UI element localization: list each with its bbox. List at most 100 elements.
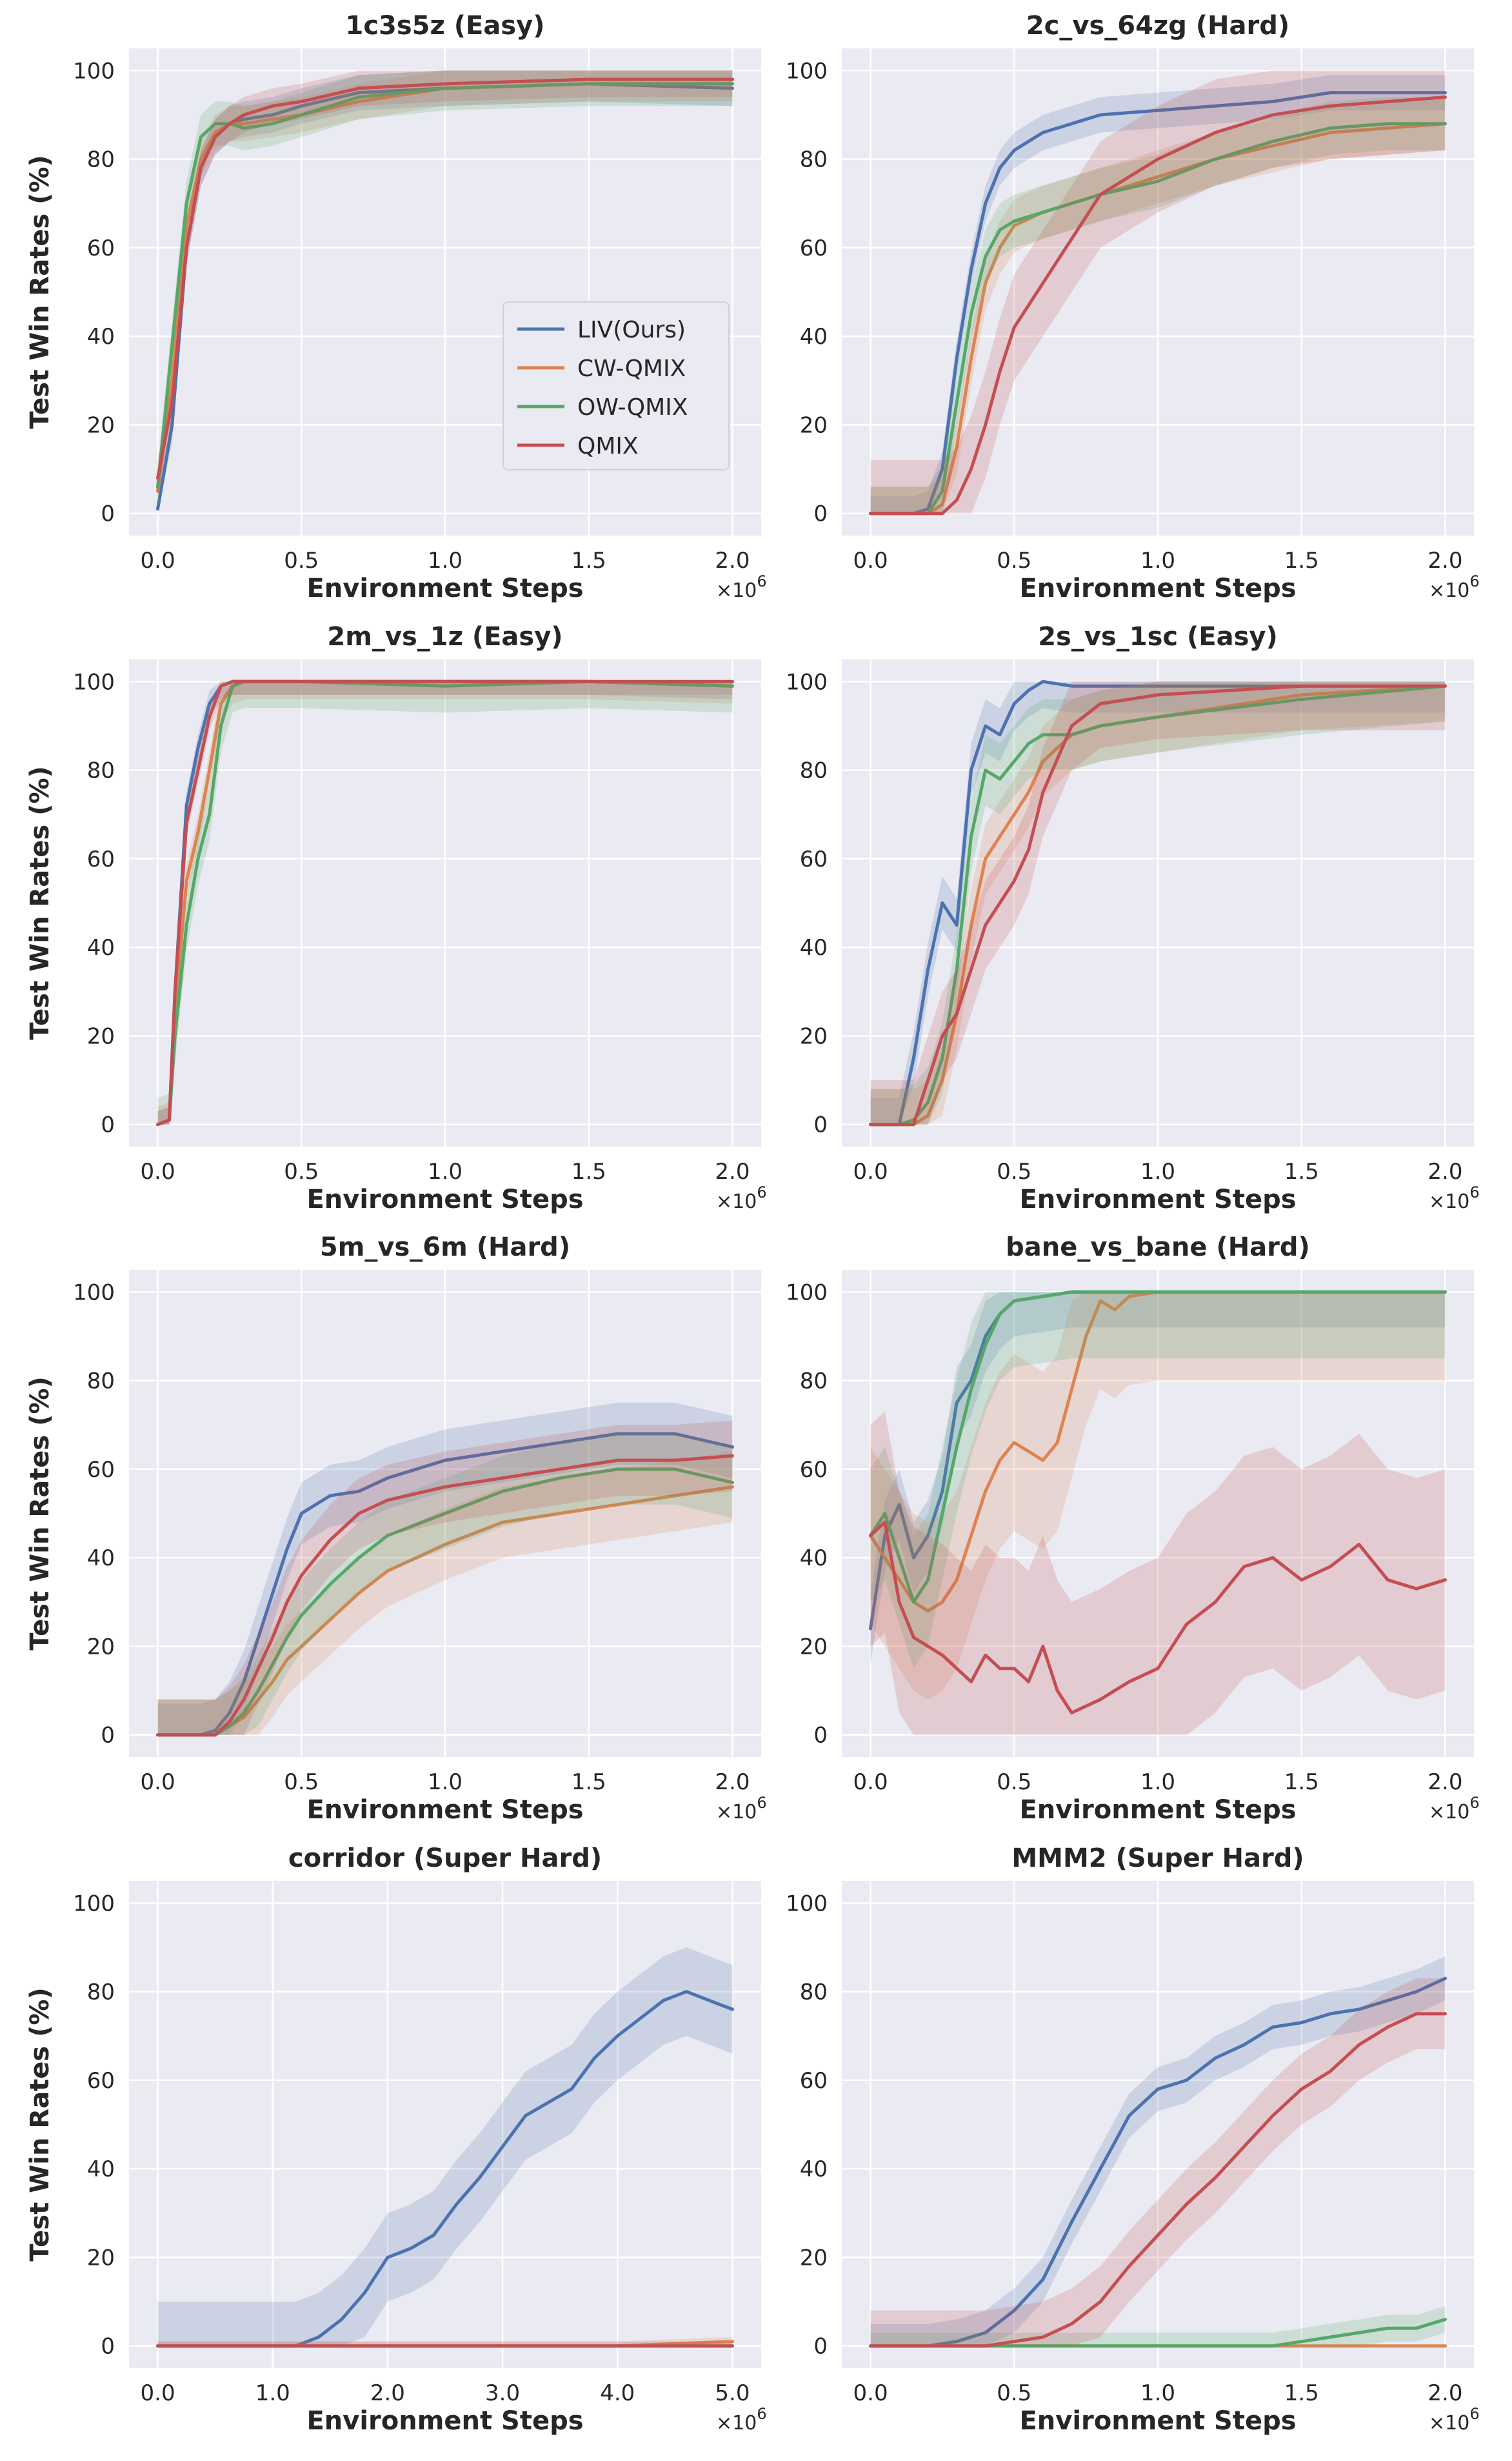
x-tick-label: 1.5 (1284, 2380, 1319, 2406)
x-multiplier: ×106 (1429, 572, 1480, 602)
series-line-3 (869, 1290, 1447, 1604)
y-tick-label: 20 (87, 412, 115, 438)
y-tick-label: 20 (800, 412, 828, 438)
x-tick-label: 0.5 (997, 2380, 1031, 2406)
x-tick-label: 5.0 (715, 2380, 750, 2406)
series-band-4 (870, 1411, 1446, 1735)
x-tick-label: 2.0 (370, 2380, 405, 2406)
series-line-4 (869, 1520, 1447, 1714)
series-band-2 (157, 2337, 733, 2346)
chart-panel-6: bane_vs_bane (Hard) 0.0 0.5 1.0 1.5 2.0 0 20 40 6… (786, 1232, 1480, 1825)
chart-panel-4: 2s_vs_1sc (Easy) 0.0 0.5 1.0 1.5 2.0 0 20 40 60 80… (786, 622, 1480, 1214)
y-tick-label: 80 (800, 1369, 828, 1394)
legend: LIV(Ours) CW-QMIX OW-QMIX QMIX (502, 301, 730, 470)
legend-label: QMIX (577, 433, 639, 459)
x-tick-label: 2.0 (1427, 1769, 1462, 1795)
y-tick-label: 40 (87, 1545, 115, 1571)
x-tick-label: 0.5 (997, 1769, 1031, 1795)
x-tick-label: 0.0 (853, 2380, 888, 2406)
x-tick-label: 0.0 (853, 1769, 888, 1795)
x-tick-label: 1.0 (428, 1769, 463, 1795)
x-tick-label: 0.5 (997, 548, 1031, 574)
y-tick-label: 80 (87, 147, 115, 173)
y-axis-label: Test Win Rates (%) (25, 1376, 55, 1651)
y-tick-label: 40 (87, 935, 115, 961)
x-tick-label: 2.0 (715, 1769, 750, 1795)
x-tick-label: 1.0 (255, 2380, 290, 2406)
legend-label: CW-QMIX (577, 356, 686, 382)
series-line-3 (869, 2318, 1447, 2348)
x-multiplier: ×106 (1429, 2405, 1480, 2435)
x-tick-label: 1.5 (1284, 548, 1319, 574)
y-tick-label: 40 (800, 935, 828, 961)
x-axis-label: Environment Steps (1019, 1795, 1296, 1825)
series-band-3 (870, 2305, 1446, 2346)
chart-title: 5m_vs_6m (Hard) (320, 1232, 570, 1262)
series-line-4 (869, 95, 1447, 516)
y-tick-label: 60 (87, 236, 115, 261)
y-tick-label: 80 (800, 1980, 828, 2005)
series-band-4 (870, 1978, 1446, 2346)
legend-label: LIV(Ours) (577, 317, 686, 343)
y-tick-label: 0 (101, 2334, 115, 2360)
y-tick-label: 80 (800, 147, 828, 173)
chart-title: 2s_vs_1sc (Easy) (1038, 622, 1278, 652)
y-tick-label: 60 (800, 2068, 828, 2094)
chart-panel-7: corridor (Super Hard) 0.0 1.0 2.0 3.0 4.0 5.0 0… (25, 1843, 767, 2436)
y-tick-label: 60 (87, 847, 115, 872)
series-band-3 (157, 70, 733, 509)
x-axis-label: Environment Steps (306, 1795, 583, 1825)
series-line-4 (156, 1454, 734, 1737)
series-line-4 (156, 77, 734, 480)
y-tick-label: 80 (87, 758, 115, 784)
series-band-1 (157, 1402, 733, 1735)
plot-area (129, 1881, 761, 2368)
y-tick-label: 100 (786, 58, 828, 84)
y-tick-label: 60 (800, 236, 828, 261)
y-tick-label: 0 (101, 501, 115, 527)
series-band-3 (870, 97, 1446, 514)
x-tick-label: 0.5 (284, 548, 319, 574)
x-tick-label: 2.0 (1427, 2380, 1462, 2406)
y-tick-label: 20 (87, 1634, 115, 1660)
y-tick-label: 20 (800, 1023, 828, 1049)
x-axis-label: Environment Steps (1019, 574, 1296, 603)
chart-title: 2c_vs_64zg (Hard) (1026, 11, 1289, 41)
x-tick-label: 0.0 (141, 548, 175, 574)
x-multiplier: ×106 (716, 1794, 767, 1823)
y-tick-label: 40 (800, 324, 828, 350)
y-tick-label: 0 (101, 1723, 115, 1749)
series-line-1 (869, 1976, 1447, 2348)
series-line-4 (869, 2012, 1447, 2348)
x-tick-label: 1.0 (1140, 1769, 1175, 1795)
y-tick-label: 20 (800, 2245, 828, 2271)
x-tick-label: 2.0 (715, 548, 750, 574)
x-multiplier: ×106 (716, 2405, 767, 2435)
x-tick-label: 0.0 (141, 1769, 175, 1795)
x-multiplier: ×106 (716, 1183, 767, 1213)
x-tick-label: 2.0 (1427, 548, 1462, 574)
y-tick-label: 100 (786, 1891, 828, 1916)
x-tick-label: 0.5 (284, 1159, 319, 1185)
y-tick-label: 40 (800, 2156, 828, 2182)
y-tick-label: 40 (87, 324, 115, 350)
y-axis-label: Test Win Rates (%) (25, 155, 55, 429)
chart-panel-1: 1c3s5z (Easy) 0.0 0.5 1.0 1.5 2.0 0 20 40 60 80 100… (25, 11, 767, 603)
series-line-1 (869, 679, 1447, 1127)
x-tick-label: 1.0 (1140, 548, 1175, 574)
x-tick-label: 1.5 (572, 548, 606, 574)
chart-title: corridor (Super Hard) (288, 1843, 602, 1873)
series-line-4 (869, 684, 1447, 1127)
y-tick-label: 100 (786, 669, 828, 695)
x-tick-label: 1.0 (1140, 2380, 1175, 2406)
series-band-2 (870, 681, 1446, 1125)
x-tick-label: 2.0 (715, 1159, 750, 1185)
x-axis-label: Environment Steps (306, 574, 583, 603)
y-tick-label: 60 (800, 1457, 828, 1483)
x-tick-label: 0.0 (853, 1159, 888, 1185)
x-multiplier: ×106 (1429, 1183, 1480, 1213)
x-tick-label: 1.5 (1284, 1159, 1319, 1185)
x-tick-label: 4.0 (600, 2380, 635, 2406)
series-line-2 (869, 1290, 1447, 1612)
